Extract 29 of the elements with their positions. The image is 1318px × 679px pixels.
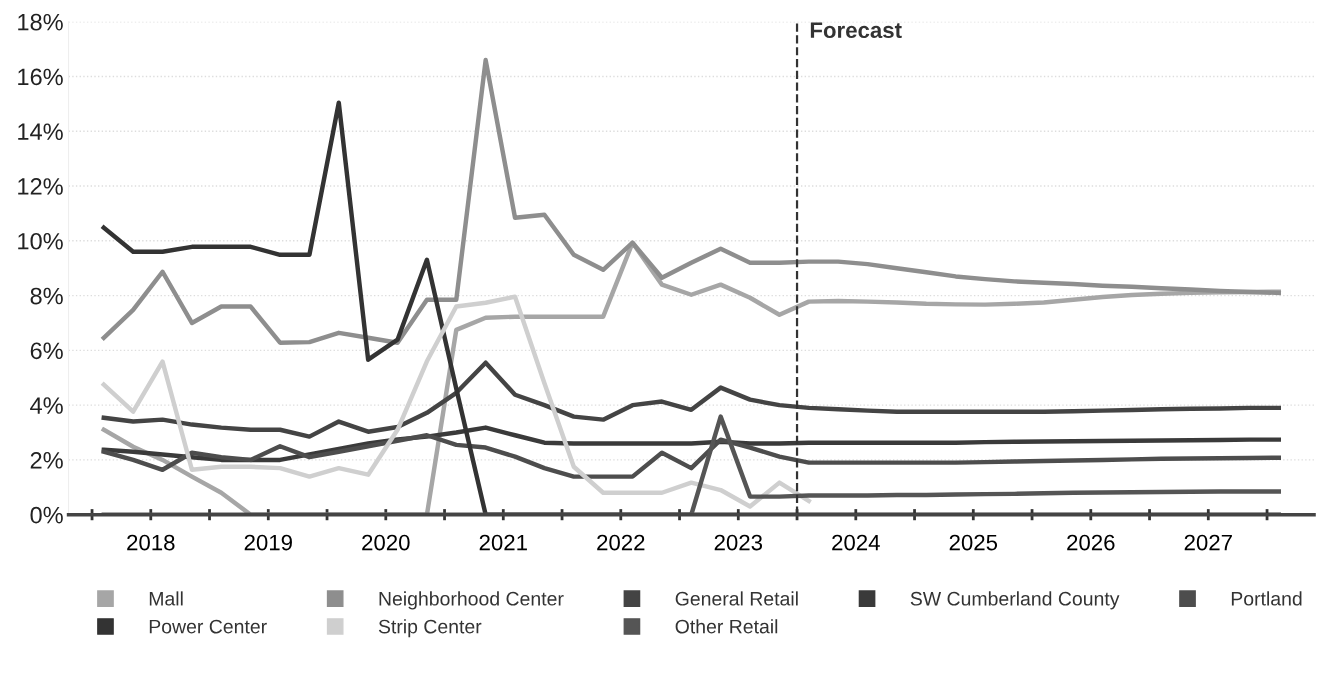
x-tick-label: 2025 [949,534,998,551]
y-tick-label: 0% [30,506,63,524]
x-tick-label: 2018 [127,534,175,551]
x-tick-label: 2026 [1067,534,1115,551]
x-tick-label: 2022 [597,534,645,551]
legend-label: Power Center [149,619,267,634]
y-tick-label: 14% [18,123,63,140]
y-tick-label: 4% [30,397,63,414]
x-tick-label: 2019 [244,534,292,551]
y-tick-label: 18% [18,13,63,31]
y-tick-label: 16% [18,68,63,86]
legend-label: Portland [1231,591,1302,606]
legend-label: SW Cumberland County [910,591,1120,610]
legend-label: Strip Center [378,619,482,638]
legend-label: Neighborhood Center [379,591,564,610]
y-tick-label: 2% [30,451,63,469]
x-tick-label: 2024 [832,534,880,551]
legend-label: Other Retail [675,619,778,634]
y-tick-label: 12% [18,178,63,195]
legend-label: Mall [149,591,183,606]
y-tick-label: 8% [30,287,63,305]
legend-label: General Retail [675,591,798,606]
x-tick-label: 2023 [714,534,763,551]
y-tick-label: 6% [30,342,63,360]
x-tick-label: 2021 [479,534,527,551]
x-tick-label: 2027 [1184,534,1232,551]
y-tick-label: 10% [18,232,63,250]
ref-line-label: Forecast [810,22,902,39]
x-tick-label: 2020 [362,534,410,551]
